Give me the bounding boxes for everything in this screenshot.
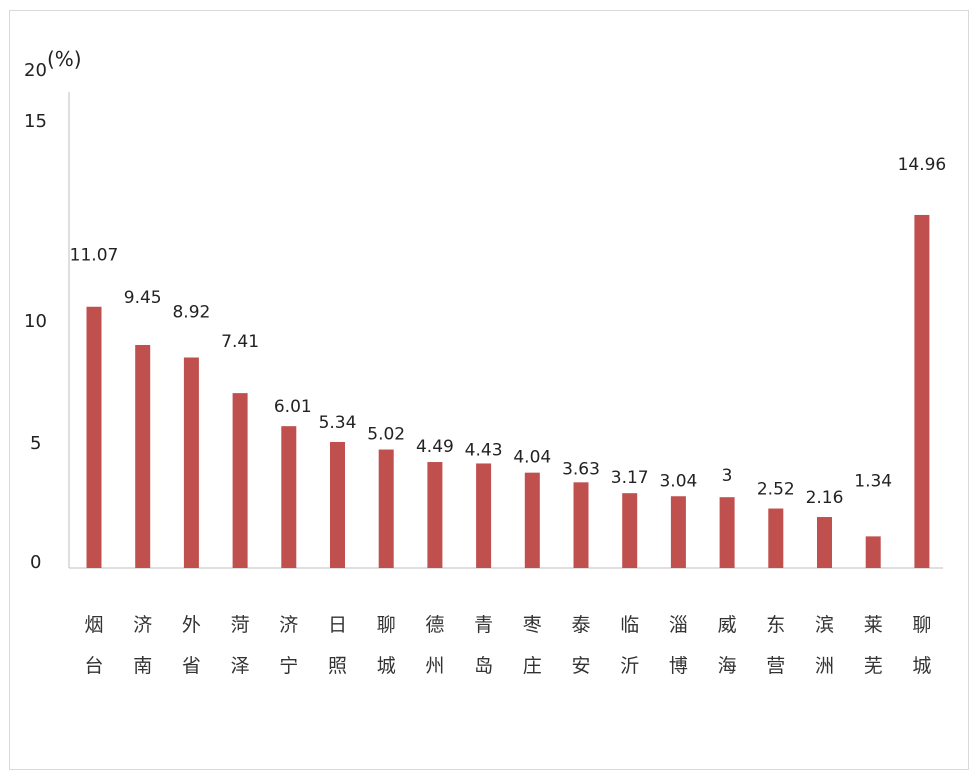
category-label: 德 — [425, 614, 444, 636]
y-tick-label: 5 — [30, 433, 41, 454]
data-label: 7.41 — [221, 332, 259, 352]
category-label: 威 — [718, 614, 737, 636]
category-label: 外 — [182, 614, 201, 636]
data-label: 3.04 — [659, 471, 697, 491]
bar — [135, 344, 151, 568]
bar — [281, 426, 297, 568]
category-label: 宁 — [279, 655, 298, 677]
bar — [622, 493, 638, 568]
bar — [865, 536, 881, 568]
bar — [719, 497, 735, 568]
category-label: 城 — [912, 655, 931, 677]
bar — [573, 482, 589, 568]
category-label: 泽 — [231, 655, 250, 677]
bar — [914, 214, 930, 568]
data-label: 4.49 — [416, 437, 454, 457]
category-label: 芜 — [864, 655, 883, 677]
y-tick-group: 0 5 10 15 20 — [24, 60, 47, 573]
data-label: 5.02 — [367, 425, 405, 445]
data-label: 3.17 — [611, 468, 649, 488]
data-label: 4.04 — [513, 448, 551, 468]
bar — [378, 449, 394, 568]
category-label: 青 — [474, 614, 493, 636]
bar-group — [86, 214, 930, 568]
data-label: 6.01 — [274, 397, 312, 417]
data-label: 4.43 — [465, 440, 503, 460]
category-label: 沂 — [620, 655, 639, 677]
data-label: 11.07 — [70, 246, 119, 266]
data-label-group: 11.07 9.45 8.92 7.41 6.01 5.34 5.02 4.49 4.43 4.0… — [70, 155, 947, 508]
category-label: 菏 — [231, 614, 250, 636]
category-label: 岛 — [474, 655, 493, 677]
bar — [524, 472, 540, 568]
y-unit-label: (%) — [47, 47, 82, 71]
bar — [768, 508, 784, 568]
bar — [817, 517, 832, 568]
data-label: 14.96 — [898, 155, 947, 175]
bar — [427, 462, 443, 568]
category-label: 聊 — [912, 614, 931, 636]
bar — [670, 496, 686, 568]
category-label: 临 — [620, 614, 639, 636]
y-tick-label: 15 — [24, 111, 47, 132]
category-label: 海 — [718, 655, 737, 677]
category-label: 营 — [766, 655, 785, 677]
y-tick-label: 0 — [30, 552, 41, 573]
category-label: 庄 — [523, 655, 542, 677]
category-label: 台 — [84, 655, 103, 677]
category-label: 淄 — [669, 614, 688, 636]
category-label: 照 — [328, 655, 347, 677]
category-label: 博 — [669, 655, 688, 677]
bar — [183, 357, 199, 568]
category-label: 省 — [182, 655, 201, 677]
category-label: 烟 — [84, 614, 103, 636]
data-label: 3.63 — [562, 459, 600, 479]
data-label: 2.16 — [806, 488, 844, 508]
data-label: 1.34 — [854, 471, 892, 491]
y-tick-label: 10 — [24, 311, 47, 332]
category-label: 州 — [425, 655, 444, 677]
category-label: 济 — [133, 614, 152, 636]
category-label: 南 — [133, 655, 152, 677]
category-label: 城 — [377, 655, 396, 677]
category-label: 安 — [571, 655, 590, 677]
data-label: 5.34 — [319, 413, 357, 433]
category-label: 日 — [328, 614, 347, 636]
data-label: 2.52 — [757, 480, 795, 500]
data-label: 3 — [722, 466, 733, 486]
category-label: 滨 — [815, 614, 834, 636]
data-label: 9.45 — [124, 288, 162, 308]
category-label: 聊 — [377, 614, 396, 636]
data-label: 8.92 — [172, 302, 210, 322]
category-label: 洲 — [815, 655, 834, 677]
bar — [232, 393, 248, 568]
category-label: 莱 — [864, 614, 883, 636]
bar — [476, 463, 492, 568]
bar — [330, 441, 345, 568]
category-label: 济 — [279, 614, 298, 636]
category-label: 东 — [766, 614, 785, 636]
category-label: 枣 — [523, 614, 542, 636]
bar — [86, 306, 102, 568]
category-label: 泰 — [571, 614, 590, 636]
y-tick-label: 20 — [24, 60, 47, 81]
